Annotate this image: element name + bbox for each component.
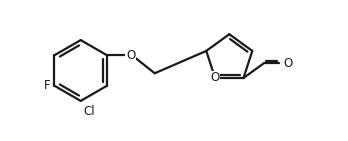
Text: Cl: Cl <box>84 105 95 118</box>
Text: O: O <box>211 71 220 84</box>
Text: O: O <box>284 57 293 70</box>
Text: O: O <box>126 49 135 62</box>
Text: F: F <box>44 79 50 92</box>
